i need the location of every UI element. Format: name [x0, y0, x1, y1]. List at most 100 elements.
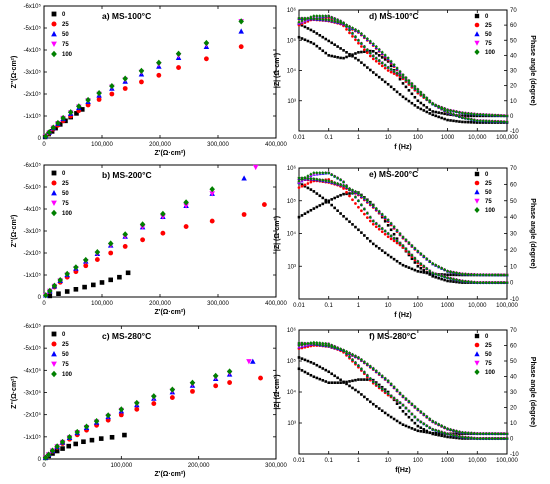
phase-point — [354, 38, 357, 42]
phase-point — [350, 357, 355, 362]
nyquist-panel-b: 0 100,000 200,000 300,000 400,000 0 -1x10⁵ -2x1… — [11, 162, 288, 316]
phase-point — [374, 52, 378, 55]
legend-label: 0 — [62, 171, 66, 177]
data-point — [57, 122, 63, 127]
x-axis-label: Z'(Ω·cm²) — [155, 471, 186, 478]
absz-point — [386, 56, 390, 60]
phase-point — [348, 31, 351, 35]
bode-panel-d: 0.01 0.1 1 10 100 1000 10,000 100,00010³10⁴10⁵1… — [274, 7, 536, 151]
legend-marker — [474, 13, 480, 19]
series-75 — [297, 171, 509, 285]
phase-point — [309, 208, 313, 212]
phase-point — [440, 434, 443, 438]
absz-point — [333, 19, 337, 23]
phase-point — [407, 89, 411, 92]
phase-point — [374, 56, 378, 60]
absz-point — [333, 374, 336, 378]
absz-point — [413, 268, 417, 272]
phase-point — [300, 177, 304, 182]
phase-point — [342, 381, 345, 384]
phase-point — [460, 111, 464, 115]
x-tick-label: 200,000 — [188, 463, 210, 469]
series-50 — [42, 175, 247, 298]
legend-label: 25 — [485, 23, 492, 29]
data-point — [51, 282, 58, 289]
phase-point — [440, 277, 443, 281]
absz-point — [449, 273, 452, 277]
absz-point — [374, 206, 378, 211]
phase-point — [347, 187, 352, 192]
phase-point — [443, 275, 447, 279]
phase-point — [380, 226, 384, 231]
phase-point — [354, 52, 357, 55]
absz-point — [366, 237, 369, 240]
y-right-tick-label: 10 — [510, 99, 517, 105]
phase-point — [350, 191, 355, 195]
phase-point — [318, 204, 322, 207]
phase-point — [448, 432, 453, 437]
phase-point — [360, 50, 363, 54]
phase-point — [365, 51, 369, 55]
absz-point — [404, 396, 408, 401]
y-tick-label: -1x10⁵ — [24, 113, 42, 120]
x-tick-label: 10,000 — [468, 303, 487, 309]
phase-point — [472, 436, 476, 440]
absz-point — [371, 71, 375, 74]
absz-point — [407, 266, 411, 269]
phase-point — [505, 436, 509, 441]
phase-point — [475, 280, 479, 285]
absz-point — [410, 402, 414, 406]
absz-point — [327, 179, 331, 183]
phase-point — [419, 267, 423, 270]
phase-point — [353, 360, 358, 365]
phase-point — [306, 174, 310, 178]
legend-marker — [51, 331, 57, 337]
phase-point — [434, 110, 437, 114]
legend-label: 50 — [62, 352, 69, 358]
phase-point — [312, 42, 316, 46]
absz-point — [392, 385, 396, 389]
x-tick-label: 10,000 — [468, 135, 487, 141]
phase-point — [464, 114, 467, 118]
phase-point — [362, 207, 366, 211]
phase-point — [425, 266, 429, 271]
phase-point — [315, 341, 319, 345]
phase-point — [318, 377, 322, 381]
phase-point — [327, 381, 331, 384]
phase-point — [401, 75, 405, 79]
absz-point — [481, 119, 485, 123]
absz-point — [386, 379, 390, 383]
phase-point — [425, 106, 429, 109]
data-point — [134, 406, 140, 412]
absz-point — [330, 41, 333, 45]
bode-panel-f: 0.01 0.1 1 10 100 1000 10,000 100,00010³10⁴10⁵1… — [274, 327, 536, 474]
y-tick-label: 10³ — [287, 99, 296, 105]
legend-marker — [474, 22, 480, 28]
absz-point — [315, 192, 319, 195]
phase-point — [469, 280, 473, 284]
phase-point — [348, 192, 351, 195]
phase-point — [440, 430, 444, 434]
y-tick-label: -6x10⁵ — [24, 323, 42, 330]
absz-point — [339, 212, 342, 215]
data-point — [108, 250, 114, 256]
phase-point — [362, 370, 366, 374]
phase-point — [425, 97, 429, 102]
absz-point — [434, 420, 438, 425]
y-tick-label: 0 — [38, 136, 42, 142]
data-point — [45, 451, 52, 458]
absz-point — [395, 228, 399, 232]
phase-point — [356, 198, 360, 203]
legend-marker — [51, 341, 57, 347]
y-tick-label: 10³ — [287, 264, 296, 270]
series-100 — [42, 18, 244, 140]
phase-point — [330, 343, 334, 348]
absz-point — [472, 431, 476, 436]
data-point — [122, 231, 128, 238]
y-right-tick-label: 30 — [510, 69, 517, 75]
legend-marker — [474, 198, 480, 204]
absz-point — [351, 223, 354, 226]
absz-point — [496, 119, 500, 124]
absz-point — [312, 362, 316, 365]
absz-point — [413, 246, 417, 251]
